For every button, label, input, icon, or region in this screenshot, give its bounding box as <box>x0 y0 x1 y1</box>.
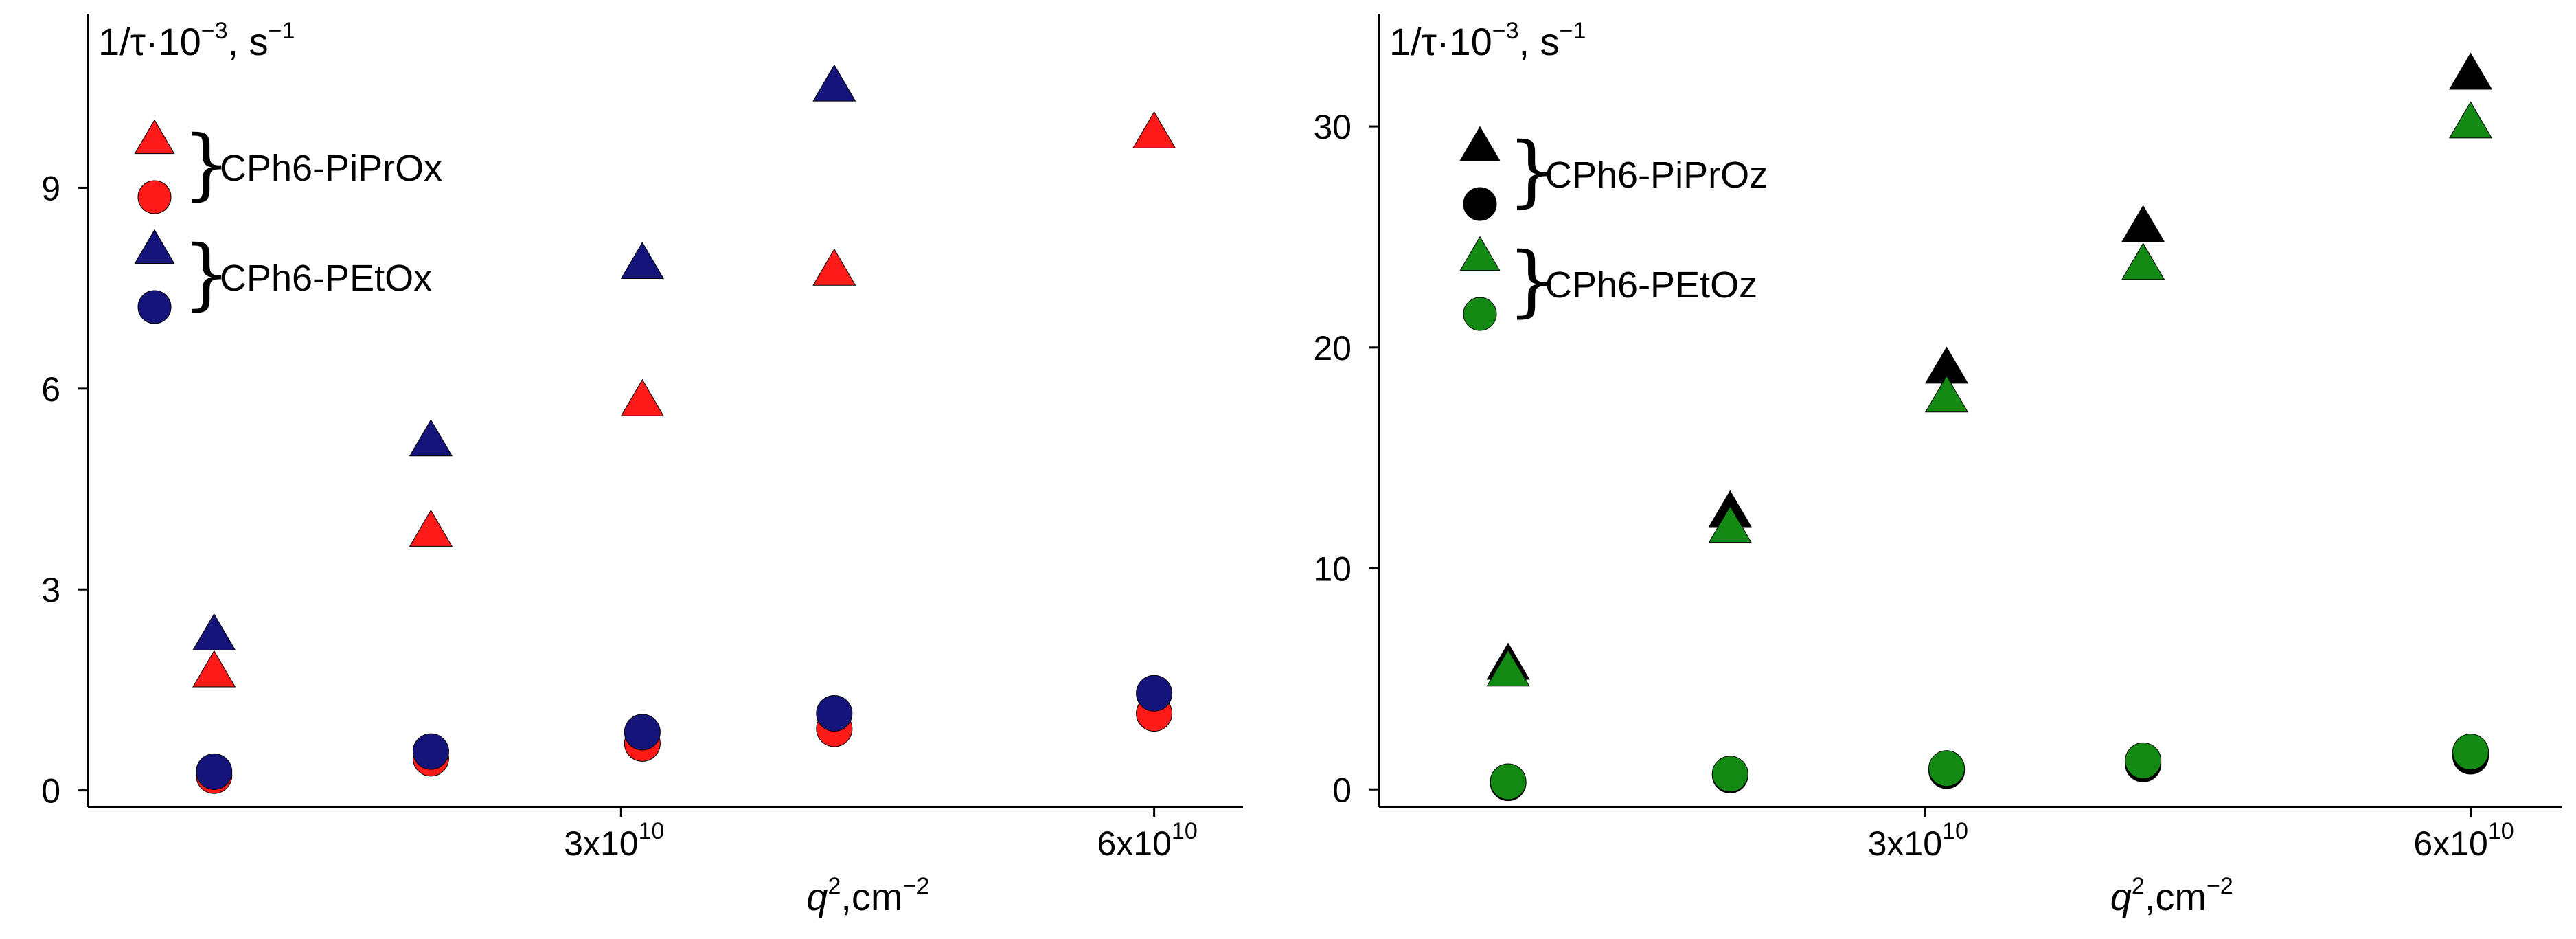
legend-marker-triangle <box>134 119 175 155</box>
y-title-exponent: −3 <box>201 18 228 44</box>
series-1-triangle <box>192 111 1176 688</box>
data-point-triangle <box>2121 205 2165 242</box>
x-tick-mantissa: 3x10 <box>1868 824 1942 863</box>
data-point-triangle <box>1486 649 1530 687</box>
y-tick-label-3: 30 <box>1313 108 1352 146</box>
legend-label: CPh6-PEtOx <box>220 258 432 299</box>
y-axis-title: 1/τ·10−3, s−1 <box>1389 18 1586 63</box>
y-tick-label-0: 0 <box>1332 771 1352 809</box>
x-title-unit-exponent: −2 <box>903 873 930 899</box>
data-point-circle <box>816 695 853 732</box>
legend-marker-triangle <box>1459 126 1501 161</box>
y-title-unit-exponent: −1 <box>1560 18 1586 44</box>
y-title-unit: , s <box>1519 20 1560 63</box>
data-point-triangle <box>620 241 664 279</box>
x-title-exponent: 2 <box>828 873 841 899</box>
data-point-triangle <box>620 378 664 416</box>
legend-marker-triangle <box>134 229 175 264</box>
data-point-triangle <box>1708 506 1752 543</box>
data-point-triangle <box>2448 101 2493 139</box>
legend-marker-triangle <box>1459 236 1501 271</box>
x-tick-mantissa: 6x10 <box>1097 824 1171 863</box>
x-title-exponent: 2 <box>2132 873 2145 899</box>
legend-brace: } <box>182 120 231 209</box>
x-title-variable: q <box>806 875 828 918</box>
data-point-triangle <box>812 248 856 286</box>
legend-brace: } <box>182 229 231 319</box>
series-1-triangle <box>1486 52 2493 680</box>
x-title-unit-exponent: −2 <box>2207 873 2233 899</box>
data-point-triangle <box>1924 375 1969 413</box>
x-tick-exponent: 10 <box>1942 818 1968 844</box>
data-point-triangle <box>2448 52 2493 90</box>
data-point-circle <box>1490 763 1527 800</box>
y-title-exponent: −3 <box>1492 18 1519 44</box>
data-point-circle <box>2452 734 2489 771</box>
x-tick-label-1: 6x1010 <box>2413 818 2514 863</box>
legend-label: CPh6-PEtOz <box>1545 264 1757 306</box>
legend: }CPh6-PiPrOx}CPh6-PEtOx <box>134 119 442 324</box>
data-point-circle <box>1136 675 1173 712</box>
x-tick-label-0: 3x1010 <box>1868 818 1968 863</box>
x-title-variable: q <box>2110 875 2132 918</box>
legend-brace: } <box>1507 126 1556 216</box>
y-tick-label-3: 9 <box>41 169 60 207</box>
y-tick-label-0: 0 <box>41 772 60 811</box>
x-tick-exponent: 10 <box>2488 818 2514 844</box>
series-2-circle <box>196 695 1173 794</box>
x-tick-mantissa: 3x10 <box>564 824 638 863</box>
y-title-unit: , s <box>228 20 269 63</box>
x-tick-mantissa: 6x10 <box>2413 824 2487 863</box>
data-point-circle <box>412 733 449 770</box>
data-point-triangle <box>192 650 236 688</box>
series-4-circle <box>196 675 1173 790</box>
x-title-unit: ,cm <box>841 875 902 918</box>
y-title-main: 1/τ·10 <box>98 20 201 63</box>
series-2-circle <box>1490 738 2489 802</box>
y-title-unit-exponent: −1 <box>269 18 295 44</box>
data-point-circle <box>196 753 233 790</box>
y-axis-title: 1/τ·10−3, s−1 <box>98 18 295 63</box>
y-tick-label-2: 6 <box>41 370 60 409</box>
data-point-triangle <box>1132 111 1176 148</box>
data-point-circle <box>1711 756 1748 793</box>
legend-marker-circle <box>1463 187 1497 221</box>
x-tick-label-0: 3x1010 <box>564 818 664 863</box>
data-point-circle <box>2125 742 2162 779</box>
series-3-triangle <box>192 64 856 650</box>
legend: }CPh6-PiPrOz}CPh6-PEtOz <box>1459 126 1768 331</box>
data-point-circle <box>1928 750 1965 787</box>
legend-marker-circle <box>1463 297 1497 331</box>
x-axis-title: q2,cm−2 <box>2110 873 2233 918</box>
data-point-triangle <box>812 64 856 102</box>
x-tick-exponent: 10 <box>639 818 665 844</box>
data-point-triangle <box>409 509 453 547</box>
y-tick-label-1: 10 <box>1313 550 1352 589</box>
x-tick-label-1: 6x1010 <box>1097 818 1197 863</box>
x-axis-title: q2,cm−2 <box>806 873 929 918</box>
series-4-circle <box>1490 734 2489 800</box>
legend-label: CPh6-PiPrOz <box>1545 155 1768 196</box>
data-point-triangle <box>192 613 236 650</box>
data-point-triangle <box>409 419 453 457</box>
y-tick-label-2: 20 <box>1313 329 1352 367</box>
y-tick-label-1: 3 <box>41 571 60 609</box>
data-point-triangle <box>2121 242 2165 280</box>
x-title-unit: ,cm <box>2145 875 2207 918</box>
legend-brace: } <box>1507 236 1556 326</box>
y-title-main: 1/τ·10 <box>1389 20 1492 63</box>
series-3-triangle <box>1486 101 2493 687</box>
x-tick-exponent: 10 <box>1172 818 1198 844</box>
data-point-circle <box>624 714 661 751</box>
legend-label: CPh6-PiPrOx <box>220 148 442 189</box>
legend-marker-circle <box>137 290 172 324</box>
legend-marker-circle <box>137 180 172 214</box>
